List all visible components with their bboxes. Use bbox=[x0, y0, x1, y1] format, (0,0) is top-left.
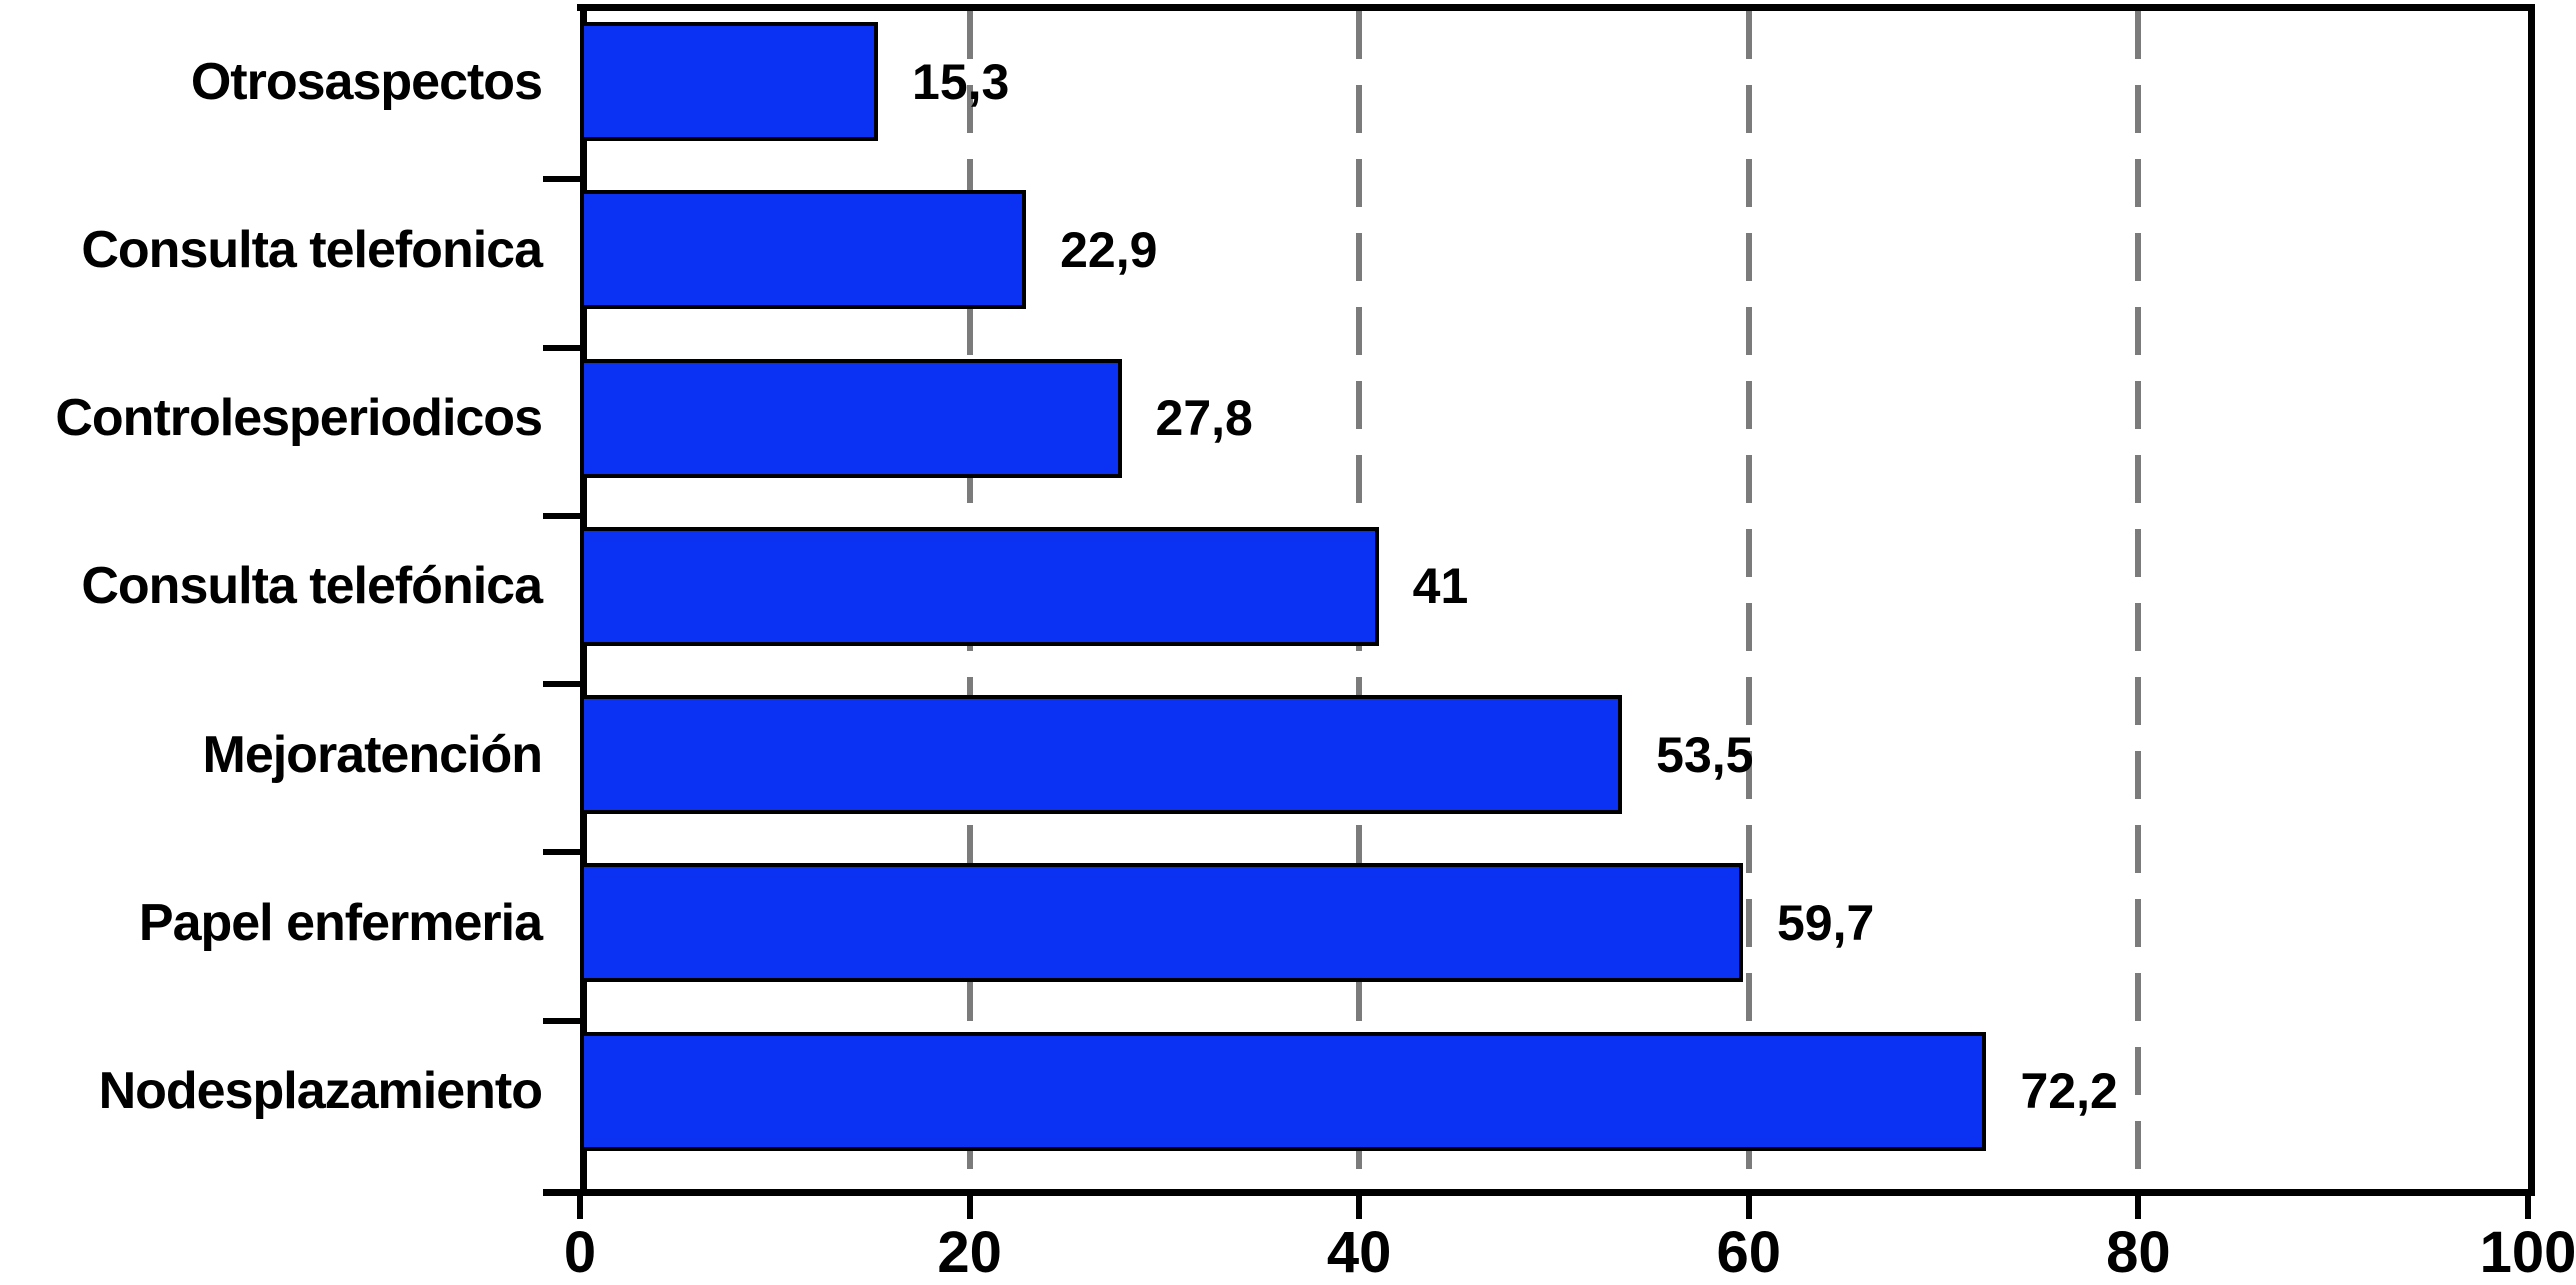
category-label-2: Consulta telefonica bbox=[81, 220, 543, 279]
plot-right-frame bbox=[2528, 4, 2535, 1196]
y-axis-tick bbox=[543, 1017, 580, 1024]
bar-5 bbox=[580, 695, 1623, 815]
value-label-5: 53,5 bbox=[1656, 726, 1754, 783]
x-axis-tick-20 bbox=[966, 1196, 973, 1219]
category-label-7: Nodesplazamiento bbox=[98, 1062, 543, 1121]
x-tick-label-20: 20 bbox=[937, 1220, 1002, 1285]
value-label-1: 15,3 bbox=[912, 53, 1010, 110]
x-axis-tick-80 bbox=[2135, 1196, 2142, 1219]
value-label-2: 22,9 bbox=[1060, 221, 1158, 278]
x-axis-tick-40 bbox=[1356, 1196, 1363, 1219]
bar-6 bbox=[580, 863, 1743, 983]
x-tick-label-40: 40 bbox=[1326, 1220, 1392, 1285]
gridline-80 bbox=[2135, 11, 2142, 1189]
value-label-4: 41 bbox=[1412, 558, 1469, 615]
category-label-4: Consulta telefónica bbox=[81, 557, 543, 616]
y-axis-tick bbox=[543, 176, 580, 183]
bar-1 bbox=[580, 22, 879, 141]
x-tick-label-80: 80 bbox=[2106, 1220, 2171, 1285]
x-axis-tick-100 bbox=[2525, 1196, 2531, 1219]
value-label-3: 27,8 bbox=[1155, 390, 1253, 447]
x-tick-label-60: 60 bbox=[1716, 1220, 1782, 1285]
x-tick-label-0: 0 bbox=[563, 1220, 597, 1285]
x-tick-label-100: 100 bbox=[2479, 1220, 2576, 1285]
bar-7 bbox=[580, 1031, 1987, 1151]
x-axis-tick-0 bbox=[577, 1196, 583, 1219]
category-label-1: Otrosaspectos bbox=[190, 52, 543, 111]
y-axis-tick bbox=[543, 681, 580, 688]
bar-3 bbox=[580, 358, 1122, 478]
category-label-5: Mejoratención bbox=[202, 725, 544, 784]
value-label-6: 59,7 bbox=[1776, 894, 1875, 951]
category-label-3: Controlesperiodicos bbox=[55, 389, 543, 448]
y-axis-tick bbox=[543, 849, 580, 856]
plot-top-frame bbox=[577, 4, 2535, 11]
y-axis-tick bbox=[543, 512, 580, 519]
y-axis-tick bbox=[543, 344, 580, 351]
bar-2 bbox=[580, 190, 1027, 310]
gridline-60 bbox=[1745, 11, 1752, 1189]
category-label-6: Papel enfermeria bbox=[138, 893, 543, 952]
x-axis-line bbox=[543, 1189, 2535, 1196]
value-label-7: 72,2 bbox=[2020, 1063, 2118, 1120]
x-axis-tick-60 bbox=[1745, 1196, 1752, 1219]
bar-4 bbox=[580, 526, 1379, 646]
